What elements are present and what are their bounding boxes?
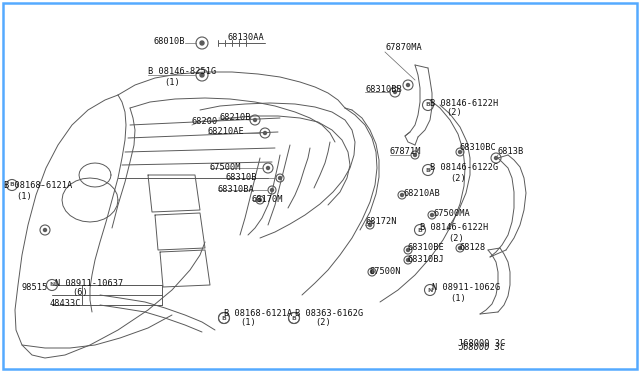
Text: (6): (6) [72,289,88,298]
Circle shape [458,247,461,250]
Text: 67870MA: 67870MA [385,44,422,52]
Circle shape [253,119,257,122]
Text: B: B [292,315,296,321]
Circle shape [44,228,47,231]
Text: (2): (2) [315,318,331,327]
Text: B 08168-6121A: B 08168-6121A [224,308,292,317]
Text: 68310BE: 68310BE [408,244,445,253]
Text: 68310BJ: 68310BJ [408,256,445,264]
Text: J68000 3C: J68000 3C [458,340,505,349]
Text: 67500MA: 67500MA [434,208,471,218]
Circle shape [278,176,282,180]
Text: N 08911-1062G: N 08911-1062G [432,283,500,292]
Text: B 08363-6162G: B 08363-6162G [295,308,364,317]
Text: B 08146-8251G: B 08146-8251G [148,67,216,77]
Text: 68210B: 68210B [219,113,250,122]
Circle shape [271,189,273,192]
Text: 68130AA: 68130AA [228,33,265,42]
Text: 68310BC: 68310BC [460,144,497,153]
Text: 67871M: 67871M [390,148,422,157]
Text: (1): (1) [164,77,180,87]
Text: 68010B: 68010B [154,38,185,46]
Circle shape [200,73,204,77]
Text: B: B [221,315,227,321]
Circle shape [495,157,497,160]
Text: B: B [10,183,15,187]
Text: B 08146-6122H: B 08146-6122H [420,224,488,232]
Text: 68310B: 68310B [226,173,257,183]
Text: 68200: 68200 [192,118,218,126]
Circle shape [458,151,461,154]
Text: (1): (1) [16,192,32,201]
Circle shape [264,131,266,135]
Circle shape [413,154,417,157]
Text: N: N [49,282,54,288]
Text: 68210AE: 68210AE [208,128,244,137]
Text: 68128: 68128 [460,244,486,253]
Text: (2): (2) [450,173,466,183]
Text: 48433C: 48433C [50,298,81,308]
Circle shape [266,167,269,170]
Circle shape [401,193,403,196]
Circle shape [259,199,262,202]
Circle shape [406,83,410,87]
Text: 67500N: 67500N [370,267,401,276]
Text: (2): (2) [446,109,461,118]
Circle shape [406,248,410,251]
Text: 6813B: 6813B [498,148,524,157]
Text: N 08911-10637: N 08911-10637 [55,279,124,288]
Text: (1): (1) [240,318,256,327]
Text: 68310BB: 68310BB [365,86,402,94]
Circle shape [371,270,374,273]
Circle shape [394,90,397,93]
Text: N: N [428,288,433,292]
Circle shape [200,41,204,45]
Text: J68000 3C: J68000 3C [458,343,505,353]
Text: B 08146-6122H: B 08146-6122H [430,99,499,108]
Text: 98515: 98515 [22,283,48,292]
Text: B: B [426,103,431,108]
Text: (2): (2) [448,234,464,243]
Circle shape [406,259,410,262]
Text: 68170M: 68170M [252,196,284,205]
Circle shape [369,224,371,227]
Text: B: B [426,167,431,173]
Text: 68210AB: 68210AB [403,189,440,198]
Text: 67500M: 67500M [210,164,241,173]
Circle shape [431,214,433,217]
Text: B 08168-6121A: B 08168-6121A [4,180,72,189]
Text: 68172N: 68172N [365,218,397,227]
Text: 68310BA: 68310BA [218,186,255,195]
Text: (1): (1) [450,294,466,302]
Text: B: B [417,228,422,232]
Text: B 08146-6122G: B 08146-6122G [430,164,499,173]
